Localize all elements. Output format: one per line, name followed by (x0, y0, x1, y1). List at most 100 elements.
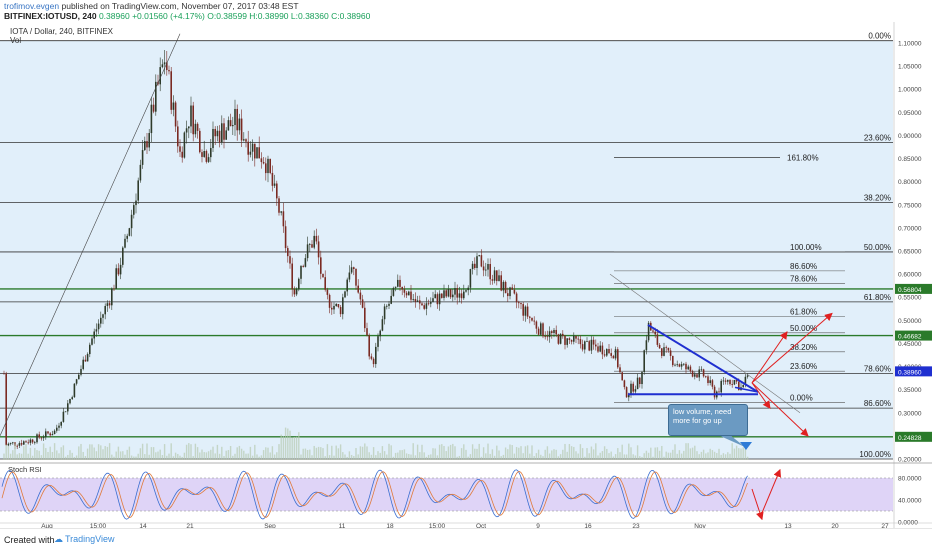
candle-body (566, 338, 568, 345)
rsi-d-line (1, 470, 748, 519)
candle-body (262, 162, 265, 164)
volume-bar (5, 444, 7, 460)
volume-bar (289, 430, 291, 460)
volume-bar (405, 453, 408, 460)
candle-body (445, 290, 447, 297)
candle-body (355, 268, 357, 286)
candle-body (243, 139, 245, 141)
volume-bar (386, 454, 388, 460)
rsi-tick-label: 40.0000 (898, 498, 922, 505)
volume-bar (375, 455, 377, 460)
author-link[interactable]: trofimov.evgen (4, 1, 60, 11)
candle-body (97, 323, 100, 330)
candle-body (491, 279, 494, 281)
annotation-callout[interactable]: low volume, need more for go up (668, 404, 750, 438)
candle-body (687, 366, 689, 370)
volume-bar (269, 452, 271, 460)
candle-body (78, 374, 80, 380)
candle-body (284, 226, 287, 249)
candle-body (535, 321, 538, 329)
price-chart-svg[interactable]: 0.00% 23.60% 38.20% 50.00% 61.80% 78.60% 86.60… (0, 22, 932, 530)
candle-body (260, 158, 263, 163)
volume-bar (174, 452, 177, 460)
volume-bar (619, 452, 621, 460)
candle-body (416, 300, 419, 302)
volume-bar (188, 443, 190, 460)
candle-body (463, 291, 465, 299)
candle-body (386, 305, 388, 307)
price-badge (895, 330, 932, 341)
candle-body (601, 345, 604, 355)
time-tick-label: 23 (632, 523, 640, 528)
candle-body (667, 347, 670, 351)
candle-body (232, 125, 234, 127)
candle-body (346, 279, 348, 292)
candle-body (619, 367, 621, 373)
candle-body (113, 288, 115, 290)
volume-bar (67, 454, 69, 460)
candle-body (735, 379, 738, 382)
candle-body (7, 443, 10, 446)
candle-body (663, 347, 665, 356)
candle-body (89, 344, 91, 355)
candle-body (544, 336, 546, 338)
long-downtrend-line (609, 273, 801, 414)
publish-text: published on TradingView.com, November 0… (61, 1, 299, 11)
volume-bar (14, 443, 16, 460)
candle-body (128, 228, 131, 236)
low-value: L:0.38360 (290, 11, 329, 21)
candle-body (188, 126, 190, 129)
volume-bar (333, 455, 335, 460)
fib-zone-fill (0, 40, 893, 459)
volume-bar (586, 448, 588, 460)
volume-bar (465, 449, 467, 460)
volume-bar (163, 444, 166, 460)
volume-bar (135, 456, 137, 460)
volume-bar (293, 436, 296, 460)
candle-body (669, 350, 672, 356)
candle-body (577, 338, 579, 340)
candle-body (295, 289, 298, 295)
candle-body (592, 339, 595, 345)
volume-bar (687, 443, 689, 460)
price-tick-label: 0.75000 (898, 202, 922, 209)
time-tick-label: 16 (584, 523, 592, 528)
volume-bar (729, 453, 731, 460)
volume-bar (141, 443, 144, 460)
candle-body (271, 172, 274, 186)
volume-bar (467, 456, 469, 460)
volume-bar (432, 448, 434, 460)
candle-body (599, 345, 601, 352)
volume-bar (702, 449, 705, 460)
candle-body (29, 439, 32, 443)
volume-bar (427, 454, 430, 460)
volume-bar (84, 456, 87, 460)
volume-bar (559, 454, 562, 460)
volume-bar (317, 446, 320, 460)
candle-body (518, 302, 520, 304)
candle-body (551, 331, 553, 333)
candle-body (507, 293, 509, 297)
candle-body (729, 379, 731, 385)
inner-fib-label: 86.60% (790, 262, 817, 271)
volume-bar (595, 443, 597, 460)
candle-body (104, 305, 106, 315)
candle-body (100, 317, 102, 324)
volume-bar (106, 446, 109, 460)
volume-bar (645, 450, 648, 460)
chart-area[interactable]: 0.00% 23.60% 38.20% 50.00% 61.80% 78.60% 86.60… (0, 22, 932, 530)
candle-body (586, 341, 588, 343)
candle-body (126, 235, 128, 239)
candle-body (432, 298, 434, 302)
volume-bar (430, 454, 432, 460)
tradingview-logo[interactable]: ☁ TradingView (54, 534, 115, 545)
volume-bar (377, 451, 379, 460)
candle-body (174, 102, 177, 127)
volume-bar (16, 454, 18, 460)
volume-bar (515, 447, 518, 460)
candle-body (414, 298, 417, 302)
volume-bar (216, 444, 219, 460)
volume-bar (449, 444, 452, 460)
candle-body (152, 104, 155, 112)
candle-body (172, 102, 175, 110)
